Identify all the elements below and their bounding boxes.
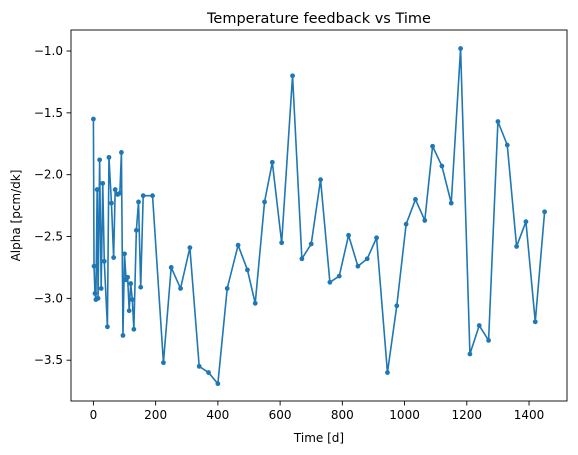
data-point [346, 232, 351, 238]
y-tick-label: −3.5 [34, 353, 63, 367]
data-point [150, 193, 155, 199]
data-point [122, 251, 127, 257]
data-point [318, 177, 323, 183]
y-tick-label: −2.5 [34, 230, 63, 244]
data-point [235, 242, 241, 248]
data-point [120, 333, 126, 338]
x-tick-label: 200 [144, 408, 167, 422]
data-point [495, 119, 501, 124]
data-point [91, 116, 96, 122]
data-point [279, 240, 285, 246]
data-point [168, 265, 174, 270]
x-tick-label: 400 [206, 408, 229, 422]
data-point [92, 291, 98, 296]
data-point [385, 370, 390, 375]
y-tick-label: −1.5 [34, 106, 63, 120]
data-point [215, 381, 221, 387]
data-point [119, 150, 124, 155]
data-point [458, 46, 463, 51]
x-tick-label: 1000 [389, 408, 420, 422]
data-point [91, 263, 97, 269]
x-tick-label: 600 [269, 408, 292, 422]
y-axis: −3.5 −3.0 −2.5 −2.0 −1.5 −1.0 [34, 44, 71, 367]
data-point [504, 142, 510, 148]
data-point [422, 218, 428, 223]
data-point [117, 190, 123, 196]
data-point [206, 370, 211, 375]
data-point [136, 199, 141, 205]
data-point [448, 200, 454, 206]
data-point [403, 221, 409, 227]
data-point [486, 338, 491, 343]
x-tick-label: 800 [331, 408, 354, 422]
series-line [92, 47, 546, 385]
data-point [327, 279, 333, 285]
data-point [514, 244, 519, 249]
data-point [128, 281, 134, 286]
data-point [97, 157, 103, 163]
data-point [308, 241, 314, 247]
data-point [336, 273, 342, 279]
data-point [161, 360, 166, 366]
y-axis-label: Alpha [pcm/dk] [9, 170, 23, 262]
data-point [355, 263, 361, 269]
data-point [290, 73, 295, 79]
data-point [112, 187, 118, 192]
data-point [187, 245, 193, 251]
data-point [252, 300, 258, 306]
data-point [133, 227, 139, 233]
x-tick-label: 0 [90, 408, 98, 422]
data-point [245, 267, 250, 273]
data-point [106, 154, 112, 160]
data-point [101, 258, 107, 264]
x-axis: 0 200 400 600 800 1000 1200 1400 [90, 401, 545, 422]
x-tick-label: 1200 [452, 408, 483, 422]
data-point [542, 209, 547, 215]
data-point [131, 326, 137, 332]
data-point [140, 193, 146, 199]
data-point [138, 284, 144, 290]
data-point [98, 286, 104, 291]
data-point [100, 180, 106, 186]
data-point [126, 308, 132, 314]
data-point [394, 303, 400, 309]
y-tick-label: −3.0 [34, 291, 63, 305]
data-point [269, 159, 275, 165]
data-point [129, 297, 135, 302]
data-point [439, 163, 445, 169]
data-point [430, 143, 435, 149]
data-point [105, 324, 110, 330]
data-point [224, 286, 230, 291]
data-point [95, 295, 101, 301]
data-point [523, 219, 529, 225]
data-point [364, 256, 370, 262]
plot-area [70, 29, 568, 402]
data-point [476, 323, 482, 328]
data-point [109, 200, 114, 206]
data-point [94, 187, 100, 192]
y-tick-label: −1.0 [34, 44, 63, 58]
x-axis-label: Time [d] [293, 431, 344, 445]
data-point [299, 256, 305, 262]
x-tick-label: 1400 [514, 408, 545, 422]
data-point [413, 197, 418, 202]
data-point [196, 363, 202, 369]
data-point [125, 274, 131, 280]
data-point [374, 235, 379, 241]
chart-title: Temperature feedback vs Time [206, 11, 431, 27]
plot-frame [70, 29, 568, 402]
data-point [111, 255, 117, 260]
y-tick-label: −2.0 [34, 168, 63, 182]
data-point [262, 199, 267, 205]
data-point [467, 351, 473, 357]
data-point [532, 319, 538, 325]
data-point [178, 286, 183, 291]
